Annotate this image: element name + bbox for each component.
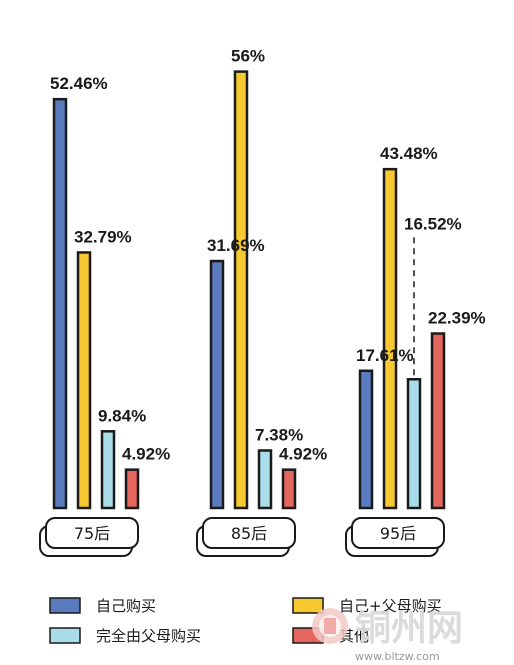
bar-3-2 (382, 167, 398, 510)
category-label-2: 85后 (231, 524, 267, 543)
legend-label-3: 完全由父母购买 (96, 627, 201, 645)
value-label-1-4: 4.92% (122, 445, 170, 464)
value-label-2-4: 4.92% (279, 445, 327, 464)
value-label-3-2: 43.48% (380, 144, 438, 163)
value-label-3-4: 22.39% (428, 309, 486, 328)
bar-3-4 (430, 332, 446, 510)
watermark-text: 铜州网 (355, 607, 463, 649)
category-tag (45, 517, 139, 549)
bar-1-2 (76, 251, 92, 510)
category-label-1: 75后 (74, 524, 110, 543)
bar-1-4 (124, 468, 140, 510)
category-tag (202, 517, 296, 549)
legend-swatch-3 (49, 627, 81, 644)
watermark-logo-icon (312, 608, 348, 644)
bar-2-4 (281, 468, 297, 510)
watermark-url: www.bltzw.com (355, 650, 440, 663)
bar-2-3 (257, 449, 273, 510)
legend-swatch-2 (292, 597, 324, 614)
category-tag (351, 517, 445, 549)
bar-2-2 (233, 70, 249, 510)
value-label-3-1: 17.61% (356, 346, 414, 365)
category-label-3: 95后 (380, 524, 416, 543)
value-label-1-3: 9.84% (98, 406, 146, 425)
bar-3-1 (358, 369, 374, 510)
value-label-2-1: 31.69% (207, 236, 265, 255)
value-label-2-3: 7.38% (255, 425, 303, 444)
bar-1-3 (100, 430, 116, 510)
watermark: 铜州网 www.bltzw.com (312, 607, 463, 663)
category-labels-layer: 75后 85后 95后 (39, 517, 445, 557)
bar-1-1 (52, 97, 68, 510)
value-label-1-1: 52.46% (50, 74, 108, 93)
value-label-2-2: 56% (231, 47, 265, 66)
bar-2-1 (209, 259, 225, 510)
bar-3-3 (406, 378, 422, 510)
value-label-1-2: 32.79% (74, 227, 132, 246)
value-label-3-3: 16.52% (404, 214, 462, 233)
legend-swatch-1 (49, 597, 81, 614)
bars-layer (52, 70, 446, 510)
legend-label-1: 自己购买 (96, 597, 156, 615)
legend-label-2: 自己+父母购买 (339, 597, 442, 615)
value-labels-layer: 52.46%32.79%9.84%4.92%31.69%56%7.38%4.92… (50, 47, 486, 464)
